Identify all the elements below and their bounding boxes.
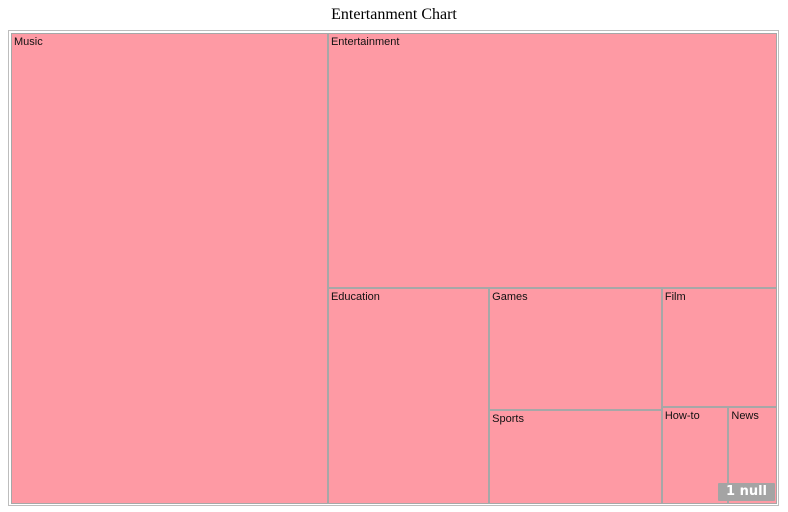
- chart-title: Entertanment Chart: [331, 6, 457, 23]
- treemap-tile-how-to[interactable]: How-to: [661, 406, 729, 504]
- treemap-tile-entertainment[interactable]: Entertainment: [327, 33, 777, 288]
- treemap-tile-label: How-to: [664, 409, 700, 422]
- treemap-tile-education[interactable]: Education: [327, 287, 490, 504]
- treemap-tile-label: Sports: [492, 413, 524, 426]
- treemap-tile-music[interactable]: Music: [11, 33, 328, 504]
- page-indicator-badge[interactable]: 1 null: [718, 483, 775, 501]
- treemap-tile-label: Education: [330, 290, 380, 303]
- treemap-tile-label: Film: [664, 290, 686, 303]
- treemap-tile-label: Entertainment: [330, 36, 400, 48]
- treemap-tile-film[interactable]: Film: [661, 287, 777, 407]
- treemap-tile-label: News: [731, 409, 759, 422]
- treemap-tile-games[interactable]: Games: [489, 287, 662, 411]
- treemap-tile-label: Music: [14, 36, 43, 48]
- treemap-tile-label: Games: [492, 290, 528, 303]
- treemap-tile-sports[interactable]: Sports: [489, 410, 662, 504]
- treemap-plot: Music Entertainment Education Games Sports Fi…: [11, 33, 777, 504]
